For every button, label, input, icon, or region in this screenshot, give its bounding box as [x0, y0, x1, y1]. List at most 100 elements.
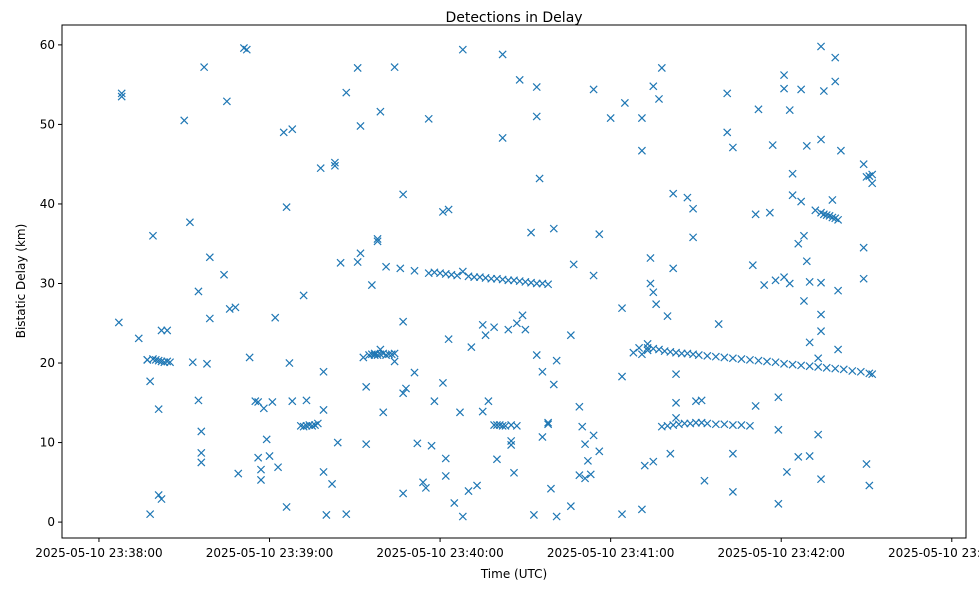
data-point: [788, 360, 797, 369]
data-point: [512, 421, 521, 430]
data-point: [834, 286, 843, 295]
data-point: [569, 260, 578, 269]
data-point: [657, 63, 666, 72]
data-point: [262, 435, 271, 444]
data-point: [154, 405, 163, 414]
data-point: [305, 421, 314, 430]
data-point: [319, 367, 328, 376]
data-point: [859, 160, 868, 169]
data-point: [672, 398, 681, 407]
data-point: [458, 45, 467, 54]
data-point: [316, 164, 325, 173]
data-point: [299, 422, 308, 431]
data-point: [737, 355, 746, 364]
data-point: [831, 77, 840, 86]
data-point: [117, 92, 126, 101]
data-point: [782, 467, 791, 477]
data-point: [268, 397, 277, 407]
data-point: [595, 447, 604, 456]
data-point: [762, 357, 772, 366]
data-point: [399, 317, 408, 326]
data-point: [620, 98, 629, 107]
data-point: [802, 141, 811, 150]
data-point: [794, 452, 803, 461]
data-point: [578, 422, 587, 431]
data-point: [640, 461, 649, 470]
data-point: [282, 502, 291, 512]
data-point: [834, 345, 843, 354]
data-point: [856, 367, 865, 376]
data-point: [379, 408, 388, 417]
data-point: [797, 361, 806, 370]
data-point: [805, 452, 814, 461]
x-tick-label: 2025-05-10 23:40:00: [376, 546, 503, 560]
data-point: [532, 112, 541, 121]
data-point: [356, 121, 365, 131]
data-point: [512, 319, 521, 328]
data-point: [166, 358, 175, 367]
data-point: [160, 358, 169, 367]
data-point: [399, 389, 408, 398]
data-point: [353, 257, 362, 267]
data-point: [356, 249, 365, 258]
data-point: [532, 279, 541, 288]
data-point: [390, 349, 399, 358]
data-point: [427, 441, 436, 450]
data-point: [654, 94, 664, 103]
data-point: [720, 420, 729, 429]
data-point: [765, 208, 774, 217]
data-point: [188, 358, 197, 367]
data-point: [390, 357, 399, 366]
data-point: [148, 231, 157, 240]
data-point: [643, 346, 652, 355]
data-point: [549, 224, 558, 233]
data-point: [413, 439, 422, 448]
data-point: [441, 454, 450, 463]
data-point: [654, 345, 664, 354]
data-point: [780, 359, 789, 368]
data-point: [185, 218, 194, 227]
data-point: [387, 350, 396, 359]
data-point: [490, 323, 499, 332]
data-point: [148, 355, 157, 364]
data-point: [680, 419, 689, 428]
data-point: [780, 84, 789, 93]
data-point: [646, 254, 655, 263]
data-point: [646, 279, 655, 288]
data-point: [834, 215, 843, 224]
data-point: [441, 471, 450, 480]
data-point: [862, 172, 871, 181]
data-point: [498, 133, 507, 142]
data-point: [819, 210, 828, 219]
data-point: [146, 377, 155, 386]
data-point: [114, 318, 123, 327]
data-point: [723, 128, 732, 137]
data-point: [296, 421, 305, 430]
data-point: [430, 397, 439, 406]
data-point: [618, 304, 627, 313]
data-point: [683, 193, 692, 202]
data-point: [222, 97, 231, 106]
data-point: [819, 86, 828, 96]
data-point: [509, 468, 519, 477]
data-point: [532, 83, 541, 92]
data-point: [637, 114, 646, 123]
data-point: [774, 425, 783, 434]
data-point: [637, 505, 646, 514]
data-point: [811, 206, 820, 215]
data-point: [589, 85, 598, 94]
data-point: [399, 190, 408, 199]
data-point: [527, 228, 536, 237]
data-point: [117, 89, 126, 98]
x-tick-label: 2025-05-10 23:38:00: [35, 546, 162, 560]
data-point: [669, 264, 678, 273]
data-point: [507, 440, 516, 449]
data-point: [814, 430, 823, 439]
data-point: [794, 239, 803, 248]
data-point: [308, 421, 317, 430]
data-point: [544, 280, 553, 289]
data-point: [760, 281, 769, 290]
data-point: [453, 271, 462, 280]
data-point: [490, 421, 499, 430]
data-point: [342, 510, 351, 519]
